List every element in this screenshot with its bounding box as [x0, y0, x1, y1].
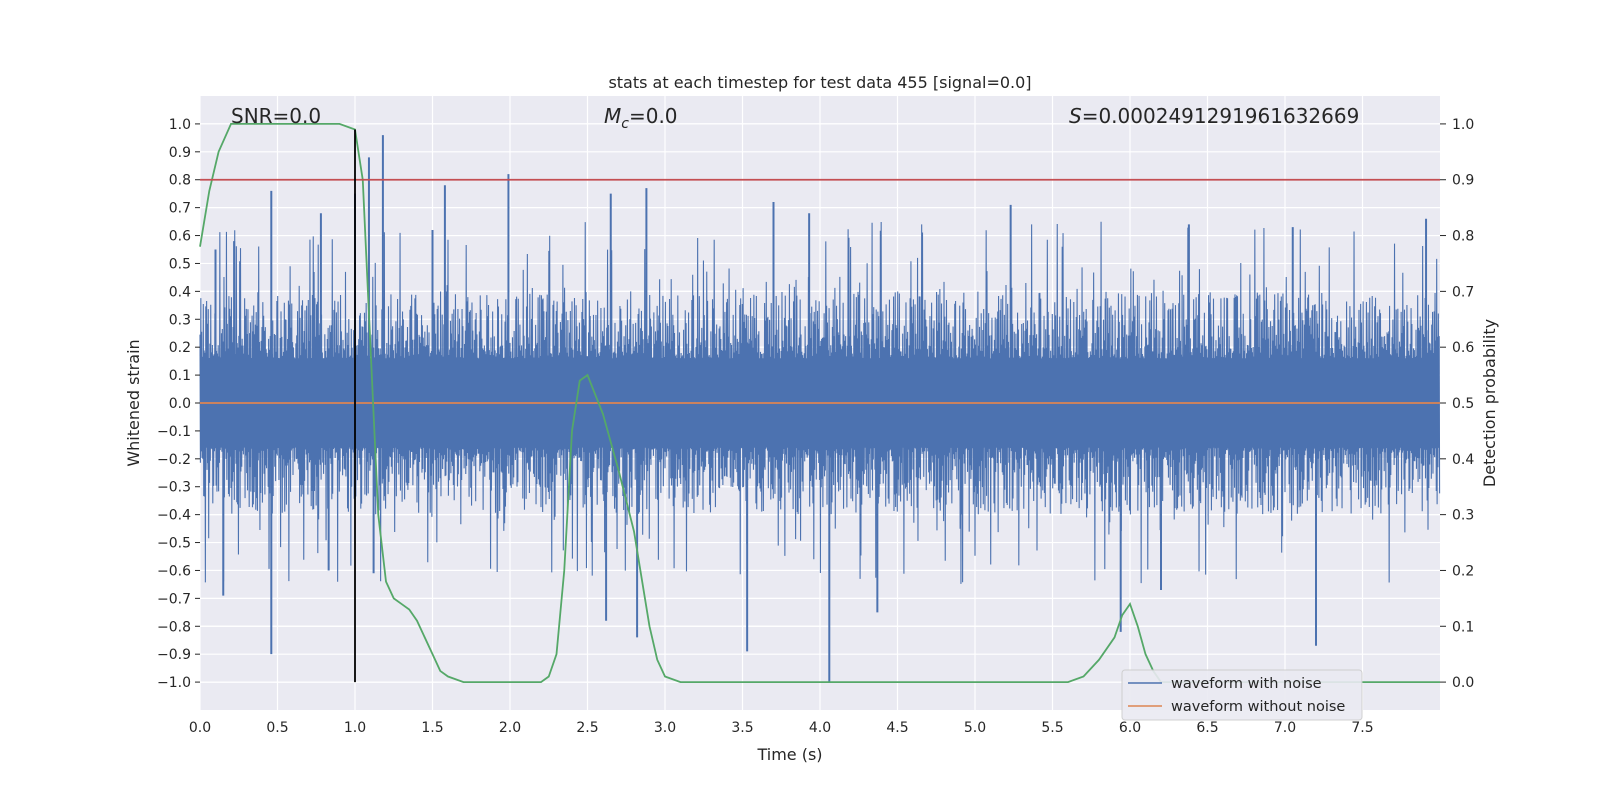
- tick-labels: 0.0 0.5 1.0 1.5 2.0 2.5 3.0 3.5 4.0 4.5 5.0 5.5 6.0 6…: [157, 117, 1474, 736]
- y2-tick-label: 0.5: [1452, 396, 1474, 412]
- x-tick-label: 4.0: [809, 720, 831, 736]
- y2-tick-label: 0.9: [1452, 173, 1474, 189]
- x-tick-label: 4.5: [886, 720, 908, 736]
- y-tick-label: 0.9: [169, 145, 191, 161]
- y-tick-label: −0.4: [157, 508, 191, 524]
- x-tick-label: 3.5: [731, 720, 753, 736]
- snr-annotation: SNR=0.0: [231, 104, 321, 128]
- x-axis-label: Time (s): [756, 745, 822, 764]
- y-tick-label: 0.3: [169, 312, 191, 328]
- series-line-detection-probability: [199, 123, 1440, 683]
- x-tick-label: 5.5: [1041, 720, 1063, 736]
- x-tick-label: 0.0: [189, 720, 211, 736]
- y2-tick-label: 0.7: [1452, 284, 1474, 300]
- y-tick-label: −0.6: [157, 563, 191, 579]
- noise-trace: [199, 221, 1441, 584]
- line-series: [199, 123, 1440, 683]
- x-tick-label: 2.5: [576, 720, 598, 736]
- x-tick-label: 7.5: [1351, 720, 1373, 736]
- y-tick-label: −0.7: [157, 591, 191, 607]
- y-tick-label: 0.8: [169, 173, 191, 189]
- s-annotation: S=0.0002491291961632669: [1069, 104, 1359, 128]
- y-tick-label: 0.6: [169, 229, 191, 245]
- y2-tick-label: 0.6: [1452, 340, 1474, 356]
- legend-box: [1121, 669, 1363, 721]
- y-tick-label: 0.0: [169, 396, 191, 412]
- y-tick-label: −1.0: [157, 675, 191, 691]
- x-tick-label: 0.5: [266, 720, 288, 736]
- y2-tick-label: 0.2: [1452, 563, 1474, 579]
- y2-tick-label: 1.0: [1452, 117, 1474, 133]
- legend-label-clean: waveform without noise: [1171, 699, 1345, 715]
- chart-title: stats at each timestep for test data 455…: [608, 73, 1031, 92]
- x-tick-label: 5.0: [964, 720, 986, 736]
- y-tick-label: −0.2: [157, 452, 191, 468]
- x-tick-label: 6.5: [1196, 720, 1218, 736]
- y-tick-label: −0.8: [157, 619, 191, 635]
- y2-tick-label: 0.4: [1452, 452, 1474, 468]
- y-tick-label: 0.7: [169, 201, 191, 217]
- y-tick-label: −0.1: [157, 424, 191, 440]
- y-tick-label: 0.5: [169, 256, 191, 272]
- x-tick-label: 3.0: [654, 720, 676, 736]
- legend: waveform with noise waveform without noi…: [1121, 669, 1363, 721]
- y-tick-label: −0.5: [157, 536, 191, 552]
- x-tick-label: 7.0: [1274, 720, 1296, 736]
- y-tick-label: −0.9: [157, 647, 191, 663]
- y2-tick-label: 0.1: [1452, 619, 1474, 635]
- y-tick-label: 1.0: [169, 117, 191, 133]
- y-tick-label: 0.4: [169, 284, 191, 300]
- y-tick-label: −0.3: [157, 480, 191, 496]
- y2-tick-label: 0.8: [1452, 229, 1474, 245]
- y2-tick-label: 0.0: [1452, 675, 1474, 691]
- x-tick-label: 6.0: [1119, 720, 1141, 736]
- y-tick-label: 0.1: [169, 368, 191, 384]
- y-tick-label: 0.2: [169, 340, 191, 356]
- x-tick-label: 1.5: [421, 720, 443, 736]
- y-axis-label: Whitened strain: [124, 339, 143, 466]
- y2-tick-label: 0.3: [1452, 508, 1474, 524]
- chirp-mass-annotation: Mc=0.0: [604, 104, 678, 132]
- x-tick-label: 2.0: [499, 720, 521, 736]
- y2-axis-label: Detection probability: [1480, 319, 1499, 487]
- legend-label-noise: waveform with noise: [1171, 676, 1322, 692]
- x-tick-label: 1.0: [344, 720, 366, 736]
